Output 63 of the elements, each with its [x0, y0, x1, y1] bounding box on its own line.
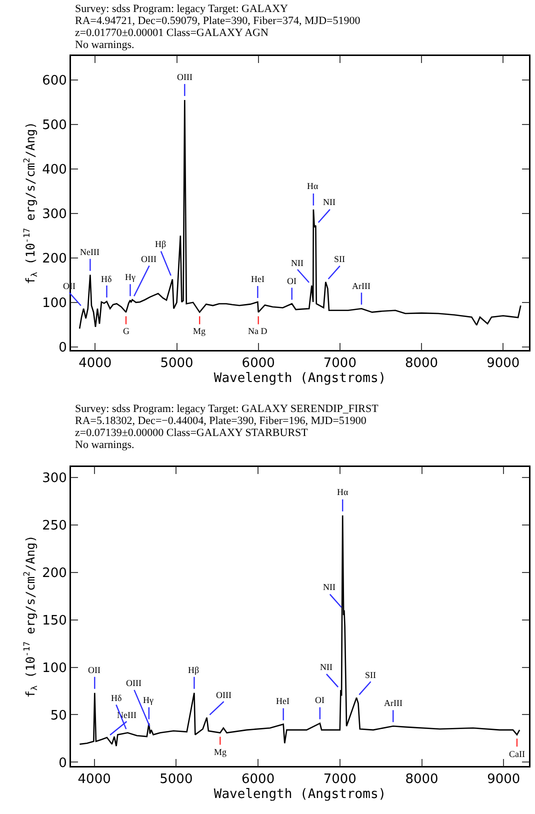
y-tick-label: 150 [42, 613, 67, 628]
x-axis-title: Wavelength (Angstroms) [214, 787, 386, 802]
y-tick-label: 0 [58, 340, 67, 356]
x-tick-label: 4000 [78, 772, 111, 788]
x-tick-label: 6000 [242, 356, 275, 372]
y-tick-label: 100 [42, 296, 67, 311]
y-tick-label: 400 [42, 162, 67, 178]
annotation: Mg [214, 747, 227, 757]
annotation: OI [287, 276, 296, 286]
x-tick-label: 5000 [160, 356, 194, 372]
annotation: Hγ [125, 272, 136, 282]
line-series [78, 99, 522, 330]
annotation: Hα [307, 181, 318, 191]
x-tick-label: 6000 [242, 772, 275, 788]
annotation: Hβ [188, 665, 200, 675]
annotation: OIII [126, 678, 142, 688]
annotation: ArIII [352, 281, 370, 291]
chart-title: Survey: sdss Program: legacy Target: GALAXY RA=4.94721, Dec=0.59079, Plate=390, Fiber=374, MJD=51900 z=0.01770±0.00001 Class=GALAXY AGN No warnings. [75, 3, 360, 51]
annotation: HeI [251, 274, 264, 284]
y-tick-label: 300 [42, 470, 67, 486]
y-tick-label: 500 [42, 118, 67, 134]
annotation: G [123, 326, 130, 336]
annotation: NII [320, 662, 332, 672]
annotation: OIII [177, 72, 192, 82]
y-tick-label: 200 [42, 251, 67, 266]
annotation: Hδ [101, 274, 112, 284]
y-tick-label: 200 [42, 566, 67, 581]
chart-title: Survey: sdss Program: legacy Target: GALAXY SERENDIP_FIRST RA=5.18302, Dec=−0.44004, Plate=390, Fiber=196, MJD=51900 z=0.07139±0.00000 Class=GALAXY STARBURST No warnings. [75, 403, 378, 451]
annotation: Hβ [155, 239, 166, 249]
annotation: Hδ [111, 693, 122, 703]
annotation: Na D [248, 326, 268, 336]
x-tick-label: 4000 [78, 356, 112, 372]
annotation: HeI [276, 696, 290, 706]
x-tick-label: 9000 [487, 772, 520, 788]
annotation: NII [291, 258, 304, 268]
y-tick-label: 300 [42, 207, 67, 222]
annotation: NII [323, 197, 336, 207]
annotation: OII [88, 665, 100, 675]
annotation: NeIII [80, 247, 100, 257]
annotation: OI [315, 695, 324, 705]
x-tick-label: 5000 [160, 772, 193, 788]
annotation: Hα [337, 487, 348, 497]
x-tick-label: 7000 [323, 356, 356, 372]
x-tick-label: 9000 [486, 356, 520, 372]
annotation: CaII [509, 749, 525, 759]
x-tick-label: 8000 [405, 772, 438, 788]
y-tick-label: 100 [42, 660, 67, 676]
x-tick-label: 8000 [404, 356, 438, 372]
annotation: OIII [141, 254, 156, 264]
x-axis-title: Wavelength (Angstroms) [214, 371, 386, 386]
y-tick-label: 600 [42, 74, 67, 89]
annotation: SII [334, 254, 345, 264]
y-tick-label: 0 [58, 756, 67, 771]
y-tick-label: 250 [42, 518, 67, 534]
x-tick-label: 7000 [323, 772, 356, 788]
annotation: NII [323, 582, 336, 592]
y-tick-label: 50 [50, 708, 67, 724]
annotation: Hγ [143, 695, 154, 705]
annotation: Mg [193, 326, 206, 336]
annotation: SII [365, 670, 376, 680]
line-series [79, 514, 520, 747]
annotation: OIII [216, 690, 232, 700]
annotation: ArIII [384, 698, 402, 708]
